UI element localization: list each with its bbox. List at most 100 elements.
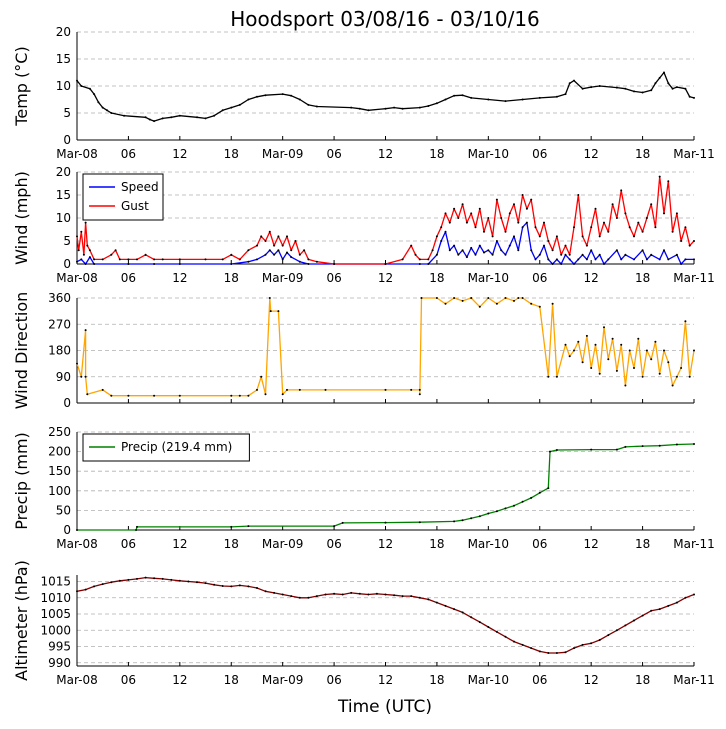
wind-data-point [530, 249, 533, 252]
temp-data-point [384, 107, 387, 110]
wind-data-point [465, 221, 468, 224]
wind-data-point [517, 249, 520, 252]
wind-xtick-label: 18 [429, 271, 444, 285]
temp-data-point [650, 89, 653, 92]
wind-data-point [688, 244, 691, 247]
wind-data-point [684, 226, 687, 229]
altimeter-data-point [101, 583, 104, 586]
wind-ytick-label: 5 [63, 234, 71, 248]
precip-legend: Precip (219.4 mm) [82, 433, 250, 462]
precip-data-point [547, 487, 550, 490]
direction-data-point [603, 326, 605, 329]
wind-data-point [693, 240, 695, 242]
wind-data-point [478, 207, 481, 210]
altimeter-data-point [547, 652, 550, 654]
temp-xtick-label: 18 [635, 147, 650, 161]
wind-data-point [538, 253, 541, 256]
wind-data-point [127, 258, 130, 261]
temp-data-point [453, 94, 456, 97]
wind-data-point [573, 263, 575, 265]
wind-data-point [256, 244, 258, 247]
wind-data-point [513, 235, 515, 238]
direction-data-point [470, 297, 473, 299]
wind-data-point [286, 251, 288, 254]
wind-data-point [495, 198, 498, 201]
direction-data-point [269, 310, 272, 313]
wind-data-point [568, 258, 571, 261]
wind-data-point [82, 253, 85, 256]
wind-data-point [500, 249, 503, 252]
direction-data-point [530, 302, 533, 305]
temp-data-point [101, 106, 104, 109]
wind-data-point [153, 258, 156, 261]
wind-data-point [178, 258, 181, 261]
altimeter-data-point [281, 593, 284, 596]
wind-data-point [114, 249, 117, 252]
direction-data-point [247, 394, 250, 397]
wind-data-point [603, 263, 605, 265]
wind-data-point [448, 221, 451, 224]
altimeter-data-point [521, 643, 524, 646]
precip-ytick-label: 50 [56, 503, 71, 517]
temp-xtick-label: 06 [326, 147, 341, 161]
panel-altimeter: 990 995 1000 1005 1010 1015 Mar-08 06 12 18 Mar-09… [12, 560, 715, 687]
altimeter-data-point [555, 652, 558, 654]
wind-legend-box [82, 173, 164, 221]
altimeter-data-point [590, 642, 593, 645]
panel-direction: 0 90 180 270 360 Wind Direction [12, 291, 695, 410]
altimeter-xtick-label: Mar-11 [673, 673, 714, 687]
direction-data-point [298, 388, 301, 391]
direction-data-point [86, 393, 89, 396]
altimeter-data-point [487, 626, 490, 628]
wind-data-point [573, 226, 575, 229]
wind-data-point [585, 258, 588, 261]
altimeter-data-point [444, 604, 447, 607]
direction-data-point [645, 349, 648, 352]
wind-data-point [273, 244, 276, 247]
wind-data-point [624, 253, 627, 256]
temp-data-point [675, 86, 678, 89]
temp-data-point [615, 86, 618, 89]
wind-data-point [268, 230, 271, 233]
precip-data-point [247, 525, 250, 528]
direction-ytick-label: 0 [63, 396, 71, 410]
altimeter-data-point [273, 591, 276, 594]
temp-data-point [667, 82, 670, 85]
direction-data-point [628, 349, 631, 352]
wind-data-point [401, 258, 404, 261]
wind-data-point [277, 249, 280, 252]
wind-ytick-label: 0 [63, 257, 71, 271]
wind-data-point [440, 226, 443, 229]
altimeter-data-point [264, 590, 267, 593]
wind-data-point [680, 240, 683, 242]
wind-data-point [538, 235, 541, 238]
wind-data-point [221, 258, 224, 261]
direction-data-point [547, 375, 550, 378]
direction-data-point [264, 393, 267, 396]
altimeter-data-point [84, 588, 87, 591]
temp-xtick-label: Mar-10 [468, 147, 509, 161]
direction-data-point [573, 349, 575, 352]
precip-data-point [136, 525, 138, 528]
wind-data-point [457, 253, 460, 256]
wind-data-point [504, 230, 507, 233]
wind-data-point [491, 253, 494, 256]
wind-ylabel: Wind (mph) [12, 171, 31, 265]
direction-data-point [658, 372, 661, 375]
temp-xtick-label: Mar-08 [56, 147, 97, 161]
altimeter-data-point [136, 577, 138, 580]
panel-wind: 0 5 10 15 20 Mar-08 06 12 18 Mar-09 06 12 18 Mar-10 06… [12, 165, 715, 285]
wind-data-point [637, 221, 640, 224]
wind-data-point [307, 263, 310, 265]
temp-data-point [641, 91, 644, 94]
temp-data-point [290, 94, 293, 97]
altimeter-data-point [675, 601, 678, 604]
wind-data-point [607, 258, 610, 261]
altimeter-ytick-label: 1000 [40, 623, 71, 637]
temp-data-point [256, 95, 258, 98]
altimeter-ytick-label: 995 [48, 640, 71, 654]
temp-data-point [350, 106, 353, 109]
wind-data-point [84, 221, 87, 224]
temp-xtick-label: 06 [532, 147, 547, 161]
